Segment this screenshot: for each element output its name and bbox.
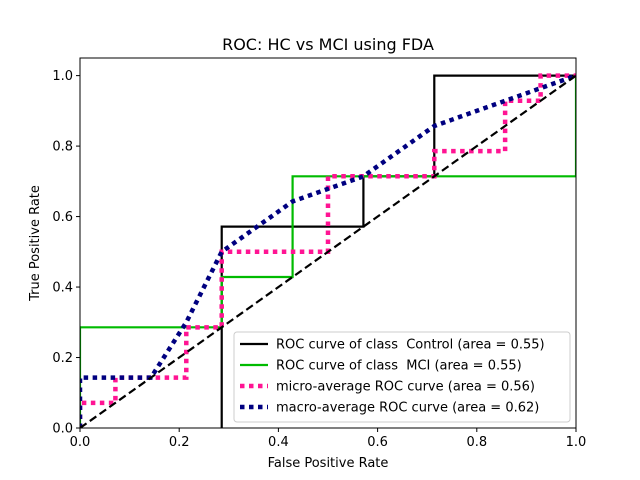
- y-tick-label-4: 0.8: [52, 140, 73, 155]
- series-line-roc-curve-of-class-mci-1: [80, 75, 576, 428]
- x-axis: 0.0 0.2 0.4 0.6 0.8 1.0: [70, 428, 587, 450]
- x-axis-title: False Positive Rate: [268, 456, 389, 471]
- legend-box: [233, 331, 571, 423]
- x-tick-label-0: 0.0: [70, 435, 91, 450]
- series-layer: [80, 73, 576, 428]
- x-tick-label-5: 1.0: [566, 435, 587, 450]
- y-tick-label-5: 1.0: [52, 69, 73, 84]
- x-tick-label-4: 0.8: [466, 435, 487, 450]
- chart-title: ROC: HC vs MCI using FDA: [222, 35, 434, 54]
- legend: ROC curve of class Control (area = 0.55)…: [233, 331, 571, 423]
- x-tick-label-1: 0.2: [169, 435, 190, 450]
- legend-label-2: micro-average ROC curve (area = 0.56): [276, 380, 535, 395]
- y-tick-label-1: 0.2: [52, 351, 73, 366]
- x-tick-label-3: 0.6: [367, 435, 388, 450]
- plot-frame: [79, 57, 577, 429]
- legend-label-1: ROC curve of class MCI (area = 0.55): [276, 359, 522, 374]
- y-tick-label-0: 0.0: [52, 422, 73, 437]
- series-line-macro-average-roc-curve-3: [80, 73, 576, 428]
- series-line-chance-4: [80, 74, 576, 428]
- y-tick-label-2: 0.4: [52, 281, 73, 296]
- y-axis-title: True Positive Rate: [28, 185, 43, 302]
- legend-label-0: ROC curve of class Control (area = 0.55): [276, 338, 545, 353]
- legend-label-3: macro-average ROC curve (area = 0.62): [276, 401, 539, 416]
- y-axis: 0.0 0.2 0.4 0.6 0.8 1.0: [52, 69, 80, 437]
- y-tick-label-3: 0.6: [52, 210, 73, 225]
- x-tick-label-2: 0.4: [268, 435, 289, 450]
